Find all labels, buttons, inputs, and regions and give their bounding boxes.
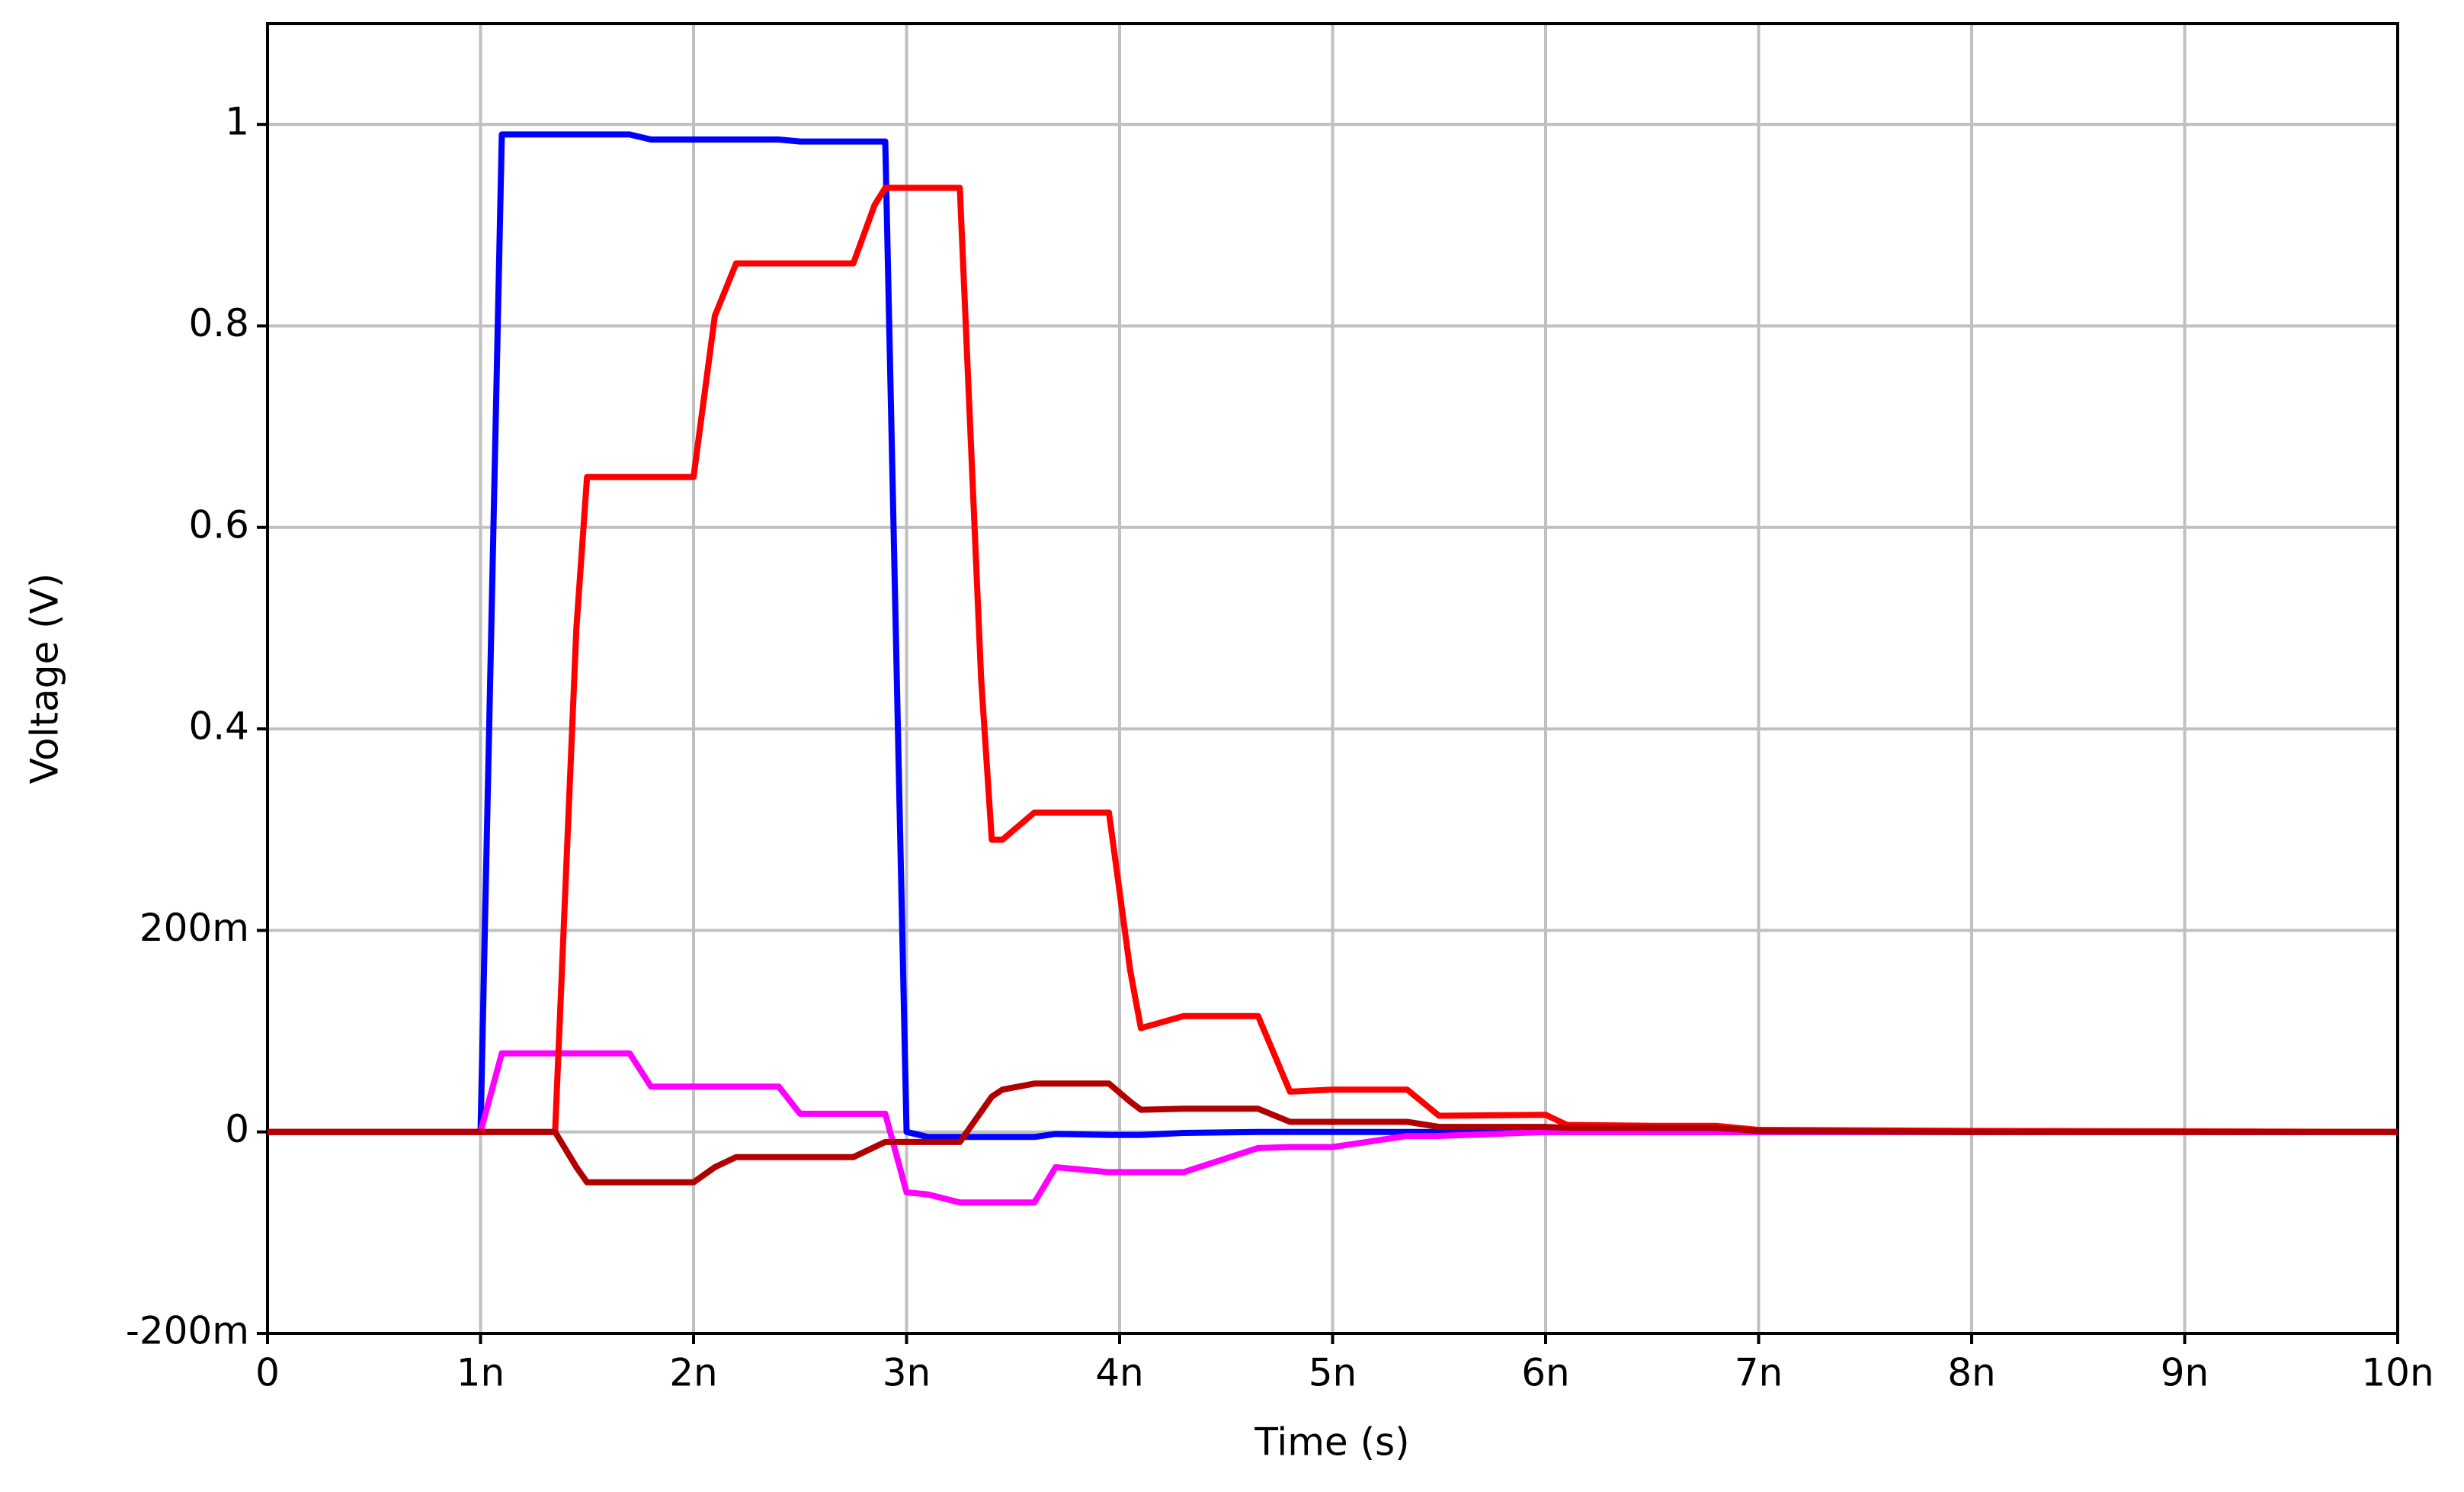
series-line (268, 1080, 2398, 1186)
series-line (268, 184, 2398, 1135)
x-tick-label: 0 (255, 1351, 280, 1395)
x-tick-label: 2n (669, 1351, 718, 1395)
x-tick-label: 4n (1095, 1351, 1144, 1395)
y-tick-label: 0 (225, 1107, 249, 1151)
x-tick-label: 7n (1735, 1351, 1783, 1395)
x-tick-label: 8n (1947, 1351, 1996, 1395)
y-tick-label: 0.8 (188, 301, 249, 345)
plot-frame (266, 22, 2399, 1335)
y-tick-label: -200m (126, 1309, 249, 1353)
x-tick-label: 5n (1309, 1351, 1357, 1395)
x-tick-label: 9n (2161, 1351, 2209, 1395)
series-line (268, 1050, 2398, 1206)
y-axis-label: Voltage (V) (23, 573, 67, 785)
y-tick-label: 200m (139, 906, 249, 950)
x-tick-label: 3n (883, 1351, 931, 1395)
x-tick-label: 1n (457, 1351, 505, 1395)
y-tick-label: 0.4 (188, 704, 249, 749)
y-tick-label: 1 (225, 100, 249, 144)
x-tick-label: 6n (1521, 1351, 1570, 1395)
y-tick-label: 0.6 (188, 502, 249, 547)
x-tick-label: 10n (2361, 1351, 2434, 1395)
x-axis-label: Time (s) (1254, 1420, 1409, 1465)
